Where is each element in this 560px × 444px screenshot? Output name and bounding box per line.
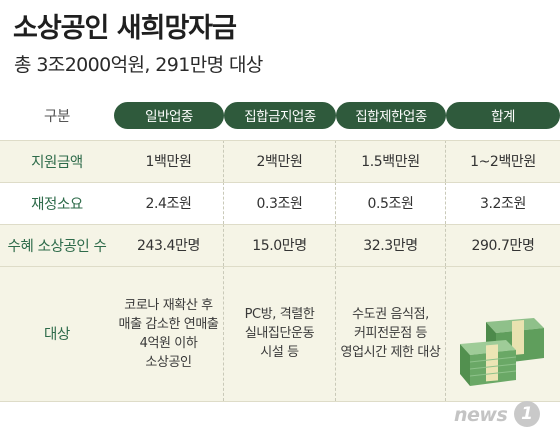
- target-line: PC방, 격렬한: [244, 307, 315, 322]
- table-cell: 1~2백만원: [470, 154, 536, 170]
- news1-logo-badge: 1: [514, 401, 540, 427]
- money-front-stack: [460, 340, 517, 386]
- target-line: 실내집단운동: [244, 326, 315, 341]
- table-cell: 32.3만명: [336, 224, 446, 266]
- table-cell: 0.5조원: [336, 182, 446, 224]
- table-cell: 0.3조원: [224, 182, 336, 224]
- row-label: 재정소요: [31, 196, 83, 213]
- header-pill-general: 일반업종: [114, 101, 224, 129]
- table-cell: 1백만원: [114, 140, 224, 182]
- header-label: 구분: [44, 108, 70, 125]
- target-general: 코로나 재확산 후 매출 감소한 연매출 4억원 이하 소상공인: [114, 266, 224, 401]
- row-label: 수혜 소상공인 수: [7, 238, 107, 255]
- header-pill-restrict: 집합제한업종: [336, 101, 446, 129]
- page-title: 소상공인 새희망자금: [13, 13, 237, 44]
- header-pill-total: 합계: [446, 101, 560, 129]
- header-total-cell: 합계: [446, 90, 560, 140]
- page-subtitle: 총 3조2000억원, 291만명 대상: [14, 54, 263, 76]
- table-cell: 2.4조원: [114, 182, 224, 224]
- divider: [0, 224, 560, 225]
- table-cell: 243.4만명: [114, 224, 224, 266]
- target-line: 수도권 음식점,: [352, 307, 429, 322]
- target-line: 커피전문점 등: [353, 326, 428, 341]
- table-cell: 290.7만명: [471, 238, 535, 254]
- row-label: 대상: [44, 327, 70, 343]
- table-header-row: 구분 일반업종 집합금지업종 집합제한업종 합계: [0, 90, 560, 140]
- table-row: 재정소요 2.4조원 0.3조원 0.5조원 3.2조원: [0, 182, 560, 224]
- target-line: 매출 감소한 연매출: [118, 316, 219, 332]
- table-row: 지원금액 1백만원 2백만원 1.5백만원 1~2백만원: [0, 140, 560, 182]
- table-cell: 15.0만명: [224, 224, 336, 266]
- divider: [0, 401, 560, 402]
- table-row: 수혜 소상공인 수 243.4만명 15.0만명 32.3만명 290.7만명: [0, 224, 560, 266]
- header-ban-cell: 집합금지업종: [224, 90, 336, 140]
- divider: [0, 266, 560, 267]
- divider: [0, 182, 560, 183]
- header-restrict-cell: 집합제한업종: [336, 90, 446, 140]
- target-line: 4억원 이하: [139, 335, 198, 351]
- table-cell: 1.5백만원: [336, 140, 446, 182]
- row-label: 지원금액: [31, 154, 83, 171]
- header-general-cell: 일반업종: [114, 90, 224, 140]
- money-stack-icon: [460, 318, 544, 386]
- target-line: 소상공인: [145, 354, 192, 370]
- header-pill-ban: 집합금지업종: [224, 101, 336, 129]
- target-line: 시설 등: [260, 345, 299, 360]
- news1-logo: news: [454, 404, 508, 426]
- table-cell: 2백만원: [224, 140, 336, 182]
- target-restrict: 수도권 음식점, 커피전문점 등 영업시간 제한 대상: [336, 266, 446, 401]
- target-ban: PC방, 격렬한 실내집단운동 시설 등: [224, 266, 336, 401]
- divider: [0, 140, 560, 141]
- target-line: 코로나 재확산 후: [124, 297, 213, 313]
- table-cell: 3.2조원: [479, 196, 527, 212]
- target-line: 영업시간 제한 대상: [340, 345, 441, 360]
